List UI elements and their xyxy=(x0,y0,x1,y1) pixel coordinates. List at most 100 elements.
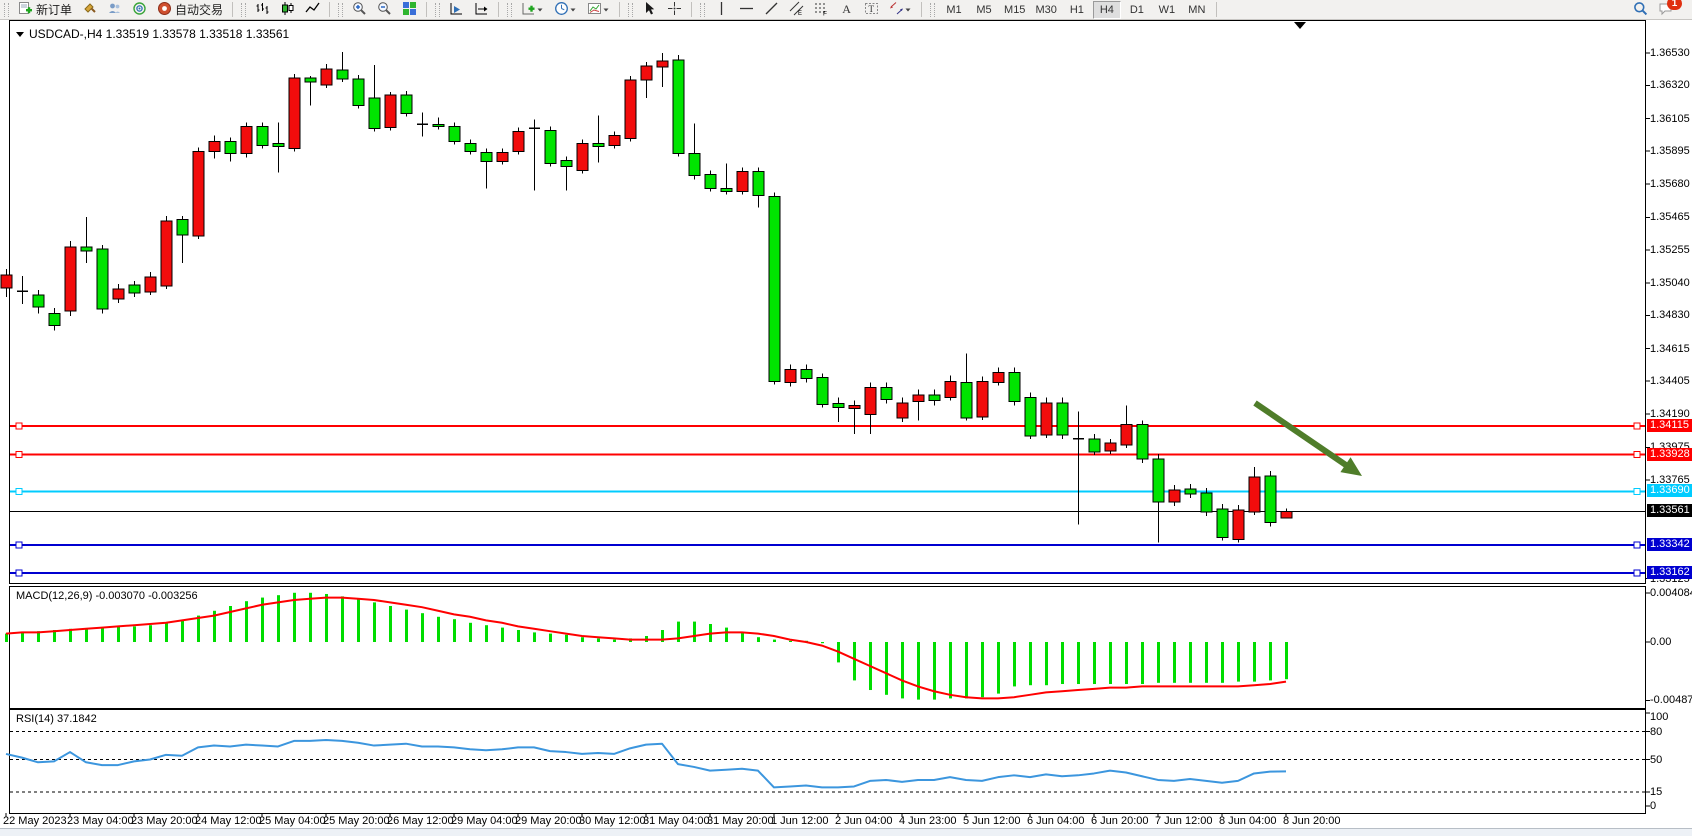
chart-window[interactable] xyxy=(0,20,1692,828)
timeframe-button-m5[interactable]: M5 xyxy=(976,3,992,16)
candle xyxy=(688,152,701,177)
rsi-line xyxy=(5,738,1287,789)
hline-button[interactable] xyxy=(735,0,758,19)
time-axis-label: 24 May 12:00 xyxy=(195,815,262,827)
period-button[interactable] xyxy=(550,0,581,19)
toolbar-drag-handle[interactable] xyxy=(435,2,441,17)
toolbar-drag-handle[interactable] xyxy=(700,2,706,17)
candle xyxy=(336,69,349,80)
zoom-out-icon xyxy=(377,1,392,19)
arrows-button[interactable] xyxy=(885,0,916,19)
text-button[interactable]: A xyxy=(835,0,858,19)
candle xyxy=(512,130,525,152)
candle xyxy=(576,142,589,172)
chart-shift-button[interactable] xyxy=(470,0,493,19)
notification-badge: 1 xyxy=(1667,0,1682,10)
level-line-handle[interactable] xyxy=(15,569,23,577)
timeframe-button-w1[interactable]: W1 xyxy=(1158,3,1176,16)
level-line-handle[interactable] xyxy=(15,487,23,495)
text-icon: A xyxy=(839,1,854,19)
community-button[interactable] xyxy=(103,0,126,19)
period-icon xyxy=(554,1,569,19)
timeframe-button-h4[interactable]: H4 xyxy=(1092,0,1121,19)
candle xyxy=(592,142,605,147)
level-line-handle[interactable] xyxy=(15,541,23,549)
candle xyxy=(1248,476,1261,513)
timeframe-button-m30[interactable]: M30 xyxy=(1035,3,1057,16)
level-line-handle[interactable] xyxy=(1633,541,1641,549)
time-axis-label: 22 May 2023 xyxy=(3,815,67,827)
cursor-button[interactable] xyxy=(638,0,661,19)
candle xyxy=(816,377,829,406)
level-line-handle[interactable] xyxy=(1633,451,1641,459)
candle-chart-button[interactable] xyxy=(276,0,299,19)
toolbar-drag-handle[interactable] xyxy=(4,2,9,17)
price-level-tag: 1.33690 xyxy=(1647,484,1692,498)
auto-scroll-button[interactable] xyxy=(445,0,468,19)
chart-shift-marker-icon[interactable] xyxy=(1294,22,1306,29)
toolbox-button[interactable] xyxy=(78,0,101,19)
timeframe-button-h1[interactable]: H1 xyxy=(1069,3,1084,16)
time-axis-label: 23 May 04:00 xyxy=(67,815,134,827)
label-button[interactable]: T xyxy=(860,0,883,19)
time-axis-label: 7 Jun 12:00 xyxy=(1155,815,1213,827)
trend-arrow[interactable] xyxy=(1253,400,1353,471)
new-chart-button[interactable] xyxy=(517,0,548,19)
fibonacci-button[interactable]: F xyxy=(810,0,833,19)
cursor-icon xyxy=(642,1,657,19)
level-line-handle[interactable] xyxy=(1633,569,1641,577)
community-icon xyxy=(107,1,122,19)
rsi-indicator-label: RSI(14) 37.1842 xyxy=(16,713,97,725)
symbol-list-icon[interactable] xyxy=(16,32,24,38)
rsi-axis-label: 15 xyxy=(1650,786,1663,799)
trendline-icon xyxy=(764,1,779,19)
level-line-handle[interactable] xyxy=(1633,487,1641,495)
vline-button[interactable] xyxy=(710,0,733,19)
search-button[interactable] xyxy=(1629,0,1652,19)
toolbar-drag-handle[interactable] xyxy=(507,2,513,17)
timeframe-button-m15[interactable]: M15 xyxy=(1004,3,1026,16)
crosshair-button[interactable] xyxy=(663,0,686,19)
price-axis-label: 1.35465 xyxy=(1650,211,1690,224)
price-axis-label: 1.34190 xyxy=(1650,408,1690,421)
zoom-in-button[interactable] xyxy=(348,0,371,19)
symbol-ohlc-header: USDCAD-,H4 1.33519 1.33578 1.33518 1.335… xyxy=(16,27,289,41)
autotrade-button[interactable]: 自动交易 xyxy=(153,0,227,19)
price-axis-label: 1.34615 xyxy=(1650,342,1690,355)
toolbar-separator xyxy=(921,2,923,17)
candle xyxy=(864,387,877,416)
signals-button[interactable] xyxy=(128,0,151,19)
toolbar-drag-handle[interactable] xyxy=(628,2,634,17)
candle xyxy=(0,274,13,289)
toolbar-drag-handle[interactable] xyxy=(241,2,247,17)
new-order-button[interactable]: 新订单 xyxy=(14,0,76,19)
candle xyxy=(1088,438,1101,453)
level-line-handle[interactable] xyxy=(15,451,23,459)
trend-arrow-head[interactable] xyxy=(1340,457,1362,476)
bar-chart-button[interactable] xyxy=(251,0,274,19)
level-line-handle[interactable] xyxy=(1633,422,1641,430)
zoom-out-button[interactable] xyxy=(373,0,396,19)
trendline-button[interactable] xyxy=(760,0,783,19)
tile-windows-button[interactable] xyxy=(398,0,421,19)
toolbar-drag-handle[interactable] xyxy=(930,2,936,17)
line-chart-button[interactable] xyxy=(301,0,324,19)
horizontal-scrollbar[interactable] xyxy=(0,828,1692,836)
candle xyxy=(1216,508,1229,538)
channel-button[interactable]: E xyxy=(785,0,808,19)
candle xyxy=(80,246,93,252)
toolbar-drag-handle[interactable] xyxy=(338,2,344,17)
timeframe-button-d1[interactable]: D1 xyxy=(1129,3,1144,16)
toolbar-separator xyxy=(498,2,500,17)
price-axis-label: 1.35040 xyxy=(1650,277,1690,289)
price-axis-label: 1.36105 xyxy=(1650,112,1690,125)
candle xyxy=(1232,509,1245,540)
timeframe-button-mn[interactable]: MN xyxy=(1188,3,1206,16)
candle xyxy=(1120,424,1133,446)
template-button[interactable] xyxy=(583,0,614,19)
candle xyxy=(752,171,765,197)
timeframe-button-m1[interactable]: M1 xyxy=(946,3,962,16)
chat-button[interactable]: 1 xyxy=(1654,0,1682,19)
level-line-handle[interactable] xyxy=(15,422,23,430)
